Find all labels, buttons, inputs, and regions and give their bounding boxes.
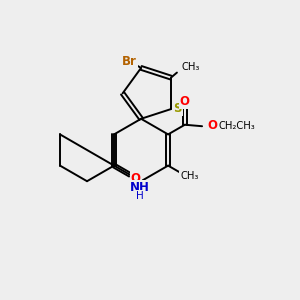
Text: O: O [207,119,217,132]
Text: CH₂CH₃: CH₂CH₃ [218,121,255,131]
Text: O: O [131,172,141,184]
Text: Br: Br [122,55,137,68]
Text: CH₃: CH₃ [180,172,199,182]
Text: H: H [136,191,143,201]
Text: CH₃: CH₃ [182,61,200,72]
Text: S: S [173,102,182,115]
Text: O: O [180,95,190,108]
Text: NH: NH [130,181,149,194]
